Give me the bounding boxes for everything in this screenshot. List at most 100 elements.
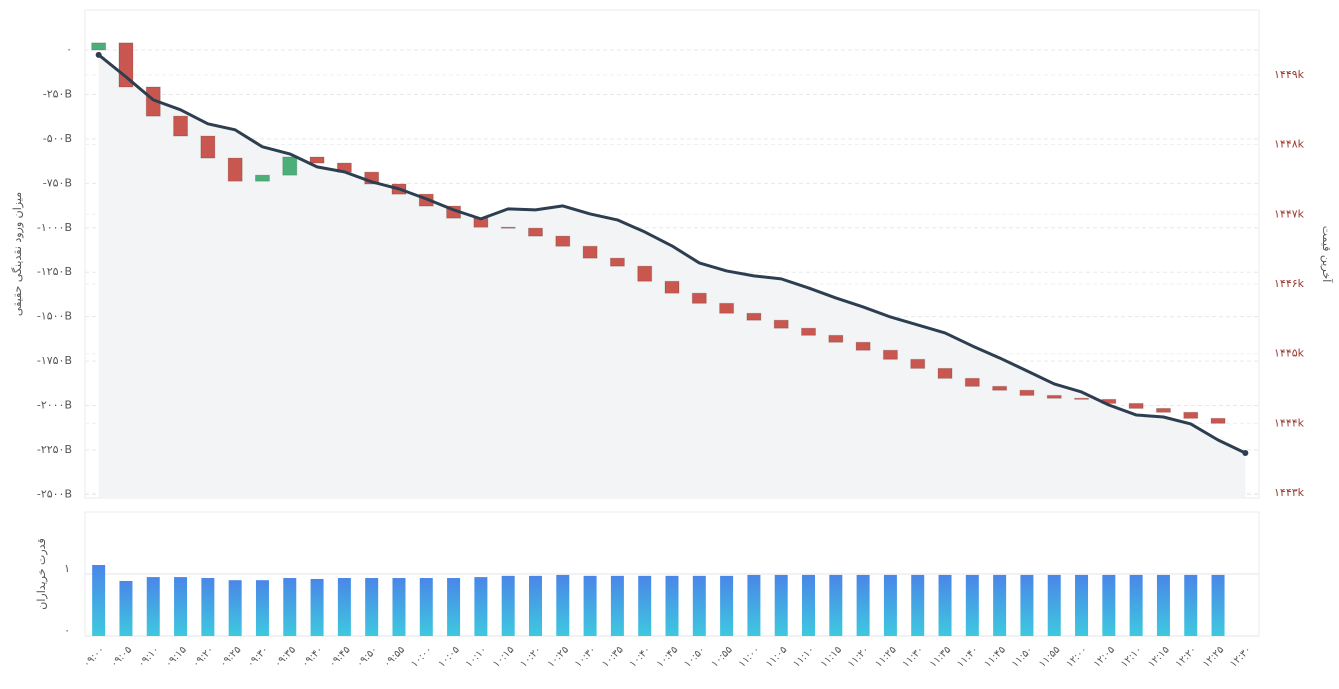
buyer-strength-bar: [1184, 574, 1198, 636]
buyer-strength-bar: [938, 574, 952, 636]
y-tick-label: -۲۲۵۰B: [37, 443, 72, 456]
buyer-strength-bar: [1102, 574, 1116, 636]
buyer-strength-bar: [583, 575, 597, 636]
x-tick-label: ۰۹:۳۵: [273, 644, 298, 669]
buyer-strength-bar: [774, 574, 788, 636]
flow-bar: [91, 42, 107, 51]
y-tick-label: -۲۵۰۰B: [37, 487, 72, 500]
x-tick-label: ۱۱:۱۵: [819, 644, 844, 669]
x-tick-label: ۰۹:۲۰: [191, 644, 216, 669]
buyer-strength-bar: [528, 575, 542, 636]
buyer-strength-bar: [1156, 574, 1170, 636]
buyer-strength-bar: [174, 577, 188, 636]
x-tick-label: ۱۰:۰۰: [409, 644, 434, 669]
x-tick-label: ۱۲:۲۵: [1201, 644, 1226, 669]
price-line: [97, 53, 1246, 455]
flow-bar: [1210, 417, 1226, 424]
flow-bar: [1046, 394, 1062, 399]
x-tick-label: ۰۹:۱۵: [163, 644, 188, 669]
flow-bar: [1074, 397, 1090, 400]
buyer-strength-bar: [556, 574, 570, 636]
x-tick-label: ۰۹:۴۰: [300, 644, 325, 669]
price-point: [1242, 449, 1249, 456]
buyer-strength-bar: [474, 577, 488, 636]
flow-bar: [173, 115, 189, 137]
flow-bar: [801, 327, 817, 336]
y-tick-label: ۰: [66, 43, 72, 56]
buyer-strength-bar: [1075, 574, 1089, 636]
y2-tick-label: ۱۴۴۶k: [1274, 277, 1305, 290]
buyer-strength-bar: [365, 578, 379, 636]
flow-bar: [282, 156, 298, 176]
x-tick-label: ۱۱:۰۰: [737, 644, 762, 669]
buyer-strength-bar: [638, 575, 652, 636]
buyer-strength-bar: [119, 581, 133, 636]
x-tick-label: ۱۰:۲۵: [546, 644, 571, 669]
x-tick-label: ۱۱:۴۵: [983, 644, 1008, 669]
flow-bar: [691, 292, 707, 304]
flow-bar: [637, 265, 653, 282]
flow-bar: [200, 135, 216, 159]
flow-bar: [582, 245, 598, 259]
buyer-strength-bar: [993, 574, 1007, 636]
flow-bar: [309, 156, 325, 164]
flow-bar: [609, 257, 625, 267]
flow-bar: [1128, 402, 1144, 409]
x-tick-label: ۱۲:۲۰: [1174, 644, 1199, 669]
buyer-strength-bar: [447, 578, 461, 636]
y-tick-label: -۵۰۰B: [43, 132, 72, 145]
buyer-strength-bar: [911, 574, 925, 636]
y-tick-label: -۱۲۵۰B: [37, 265, 72, 278]
x-tick-label: ۱۰:۵۵: [709, 644, 734, 669]
x-tick-label: ۱۲:۱۵: [1146, 644, 1171, 669]
y-tick-label: -۷۵۰B: [43, 176, 72, 189]
x-tick-label: ۰۹:۰۵: [109, 644, 134, 669]
x-tick-label: ۰۹:۵۵: [382, 644, 407, 669]
x-tick-label: ۱۱:۴۰: [955, 644, 980, 669]
flow-bar: [746, 312, 762, 321]
flow-bar: [1183, 411, 1199, 419]
flow-bar: [773, 319, 789, 329]
buyer-strength-bar: [501, 575, 515, 636]
x-tick-label: ۱۰:۴۰: [628, 644, 653, 669]
buyer-strength-bar: [92, 565, 106, 636]
buyer-strength-bar: [337, 578, 351, 636]
flow-bar: [527, 227, 543, 237]
x-tick-label: ۱۱:۳۰: [901, 644, 926, 669]
flow-bar: [555, 235, 571, 247]
y2-tick-label: ۱۴۴۴k: [1274, 416, 1305, 429]
flow-bar: [910, 358, 926, 369]
y-tick-label: -۲۵۰B: [43, 87, 72, 100]
x-tick-label: ۱۰:۱۵: [491, 644, 516, 669]
x-tick-label: ۰۹:۳۰: [245, 644, 270, 669]
flow-bar: [227, 157, 243, 182]
x-tick-label: ۰۹:۴۵: [327, 644, 352, 669]
y-tick-label: -۱۵۰۰B: [37, 310, 72, 323]
y-tick-label: -۲۰۰۰B: [37, 399, 72, 412]
buyer-strength-bar: [747, 574, 761, 636]
buyer-strength-bar: [1211, 574, 1225, 636]
x-tick-label: ۰۹:۰۰: [82, 644, 107, 669]
x-tick-label: ۱۰:۳۰: [573, 644, 598, 669]
x-tick-label: ۰۹:۲۵: [218, 644, 243, 669]
x-tick-label: ۱۰:۵۰: [682, 644, 707, 669]
buyer-strength-bar: [829, 574, 843, 636]
buyer-strength-bar: [201, 578, 215, 636]
flow-bar: [964, 377, 980, 387]
x-tick-label: ۱۱:۰۵: [764, 644, 789, 669]
y2-tick-label: ۱۴۴۳k: [1274, 486, 1305, 499]
x-tick-label: ۱۱:۳۵: [928, 644, 953, 669]
flow-bar: [664, 280, 680, 294]
price-area: [98, 54, 1246, 498]
buyer-strength-bar: [283, 578, 297, 636]
buyer-strength-bar: [310, 578, 324, 636]
flow-bar: [882, 349, 898, 360]
y-tick-label: -۱۷۵۰B: [37, 354, 72, 367]
flow-bar: [992, 385, 1008, 391]
flow-bar: [828, 334, 844, 343]
flow-bar: [500, 226, 516, 229]
x-tick-label: ۱۲:۳۰: [1228, 644, 1253, 669]
buyer-strength-bar: [419, 578, 433, 636]
flow-bar: [855, 341, 871, 351]
price-point: [95, 51, 102, 58]
